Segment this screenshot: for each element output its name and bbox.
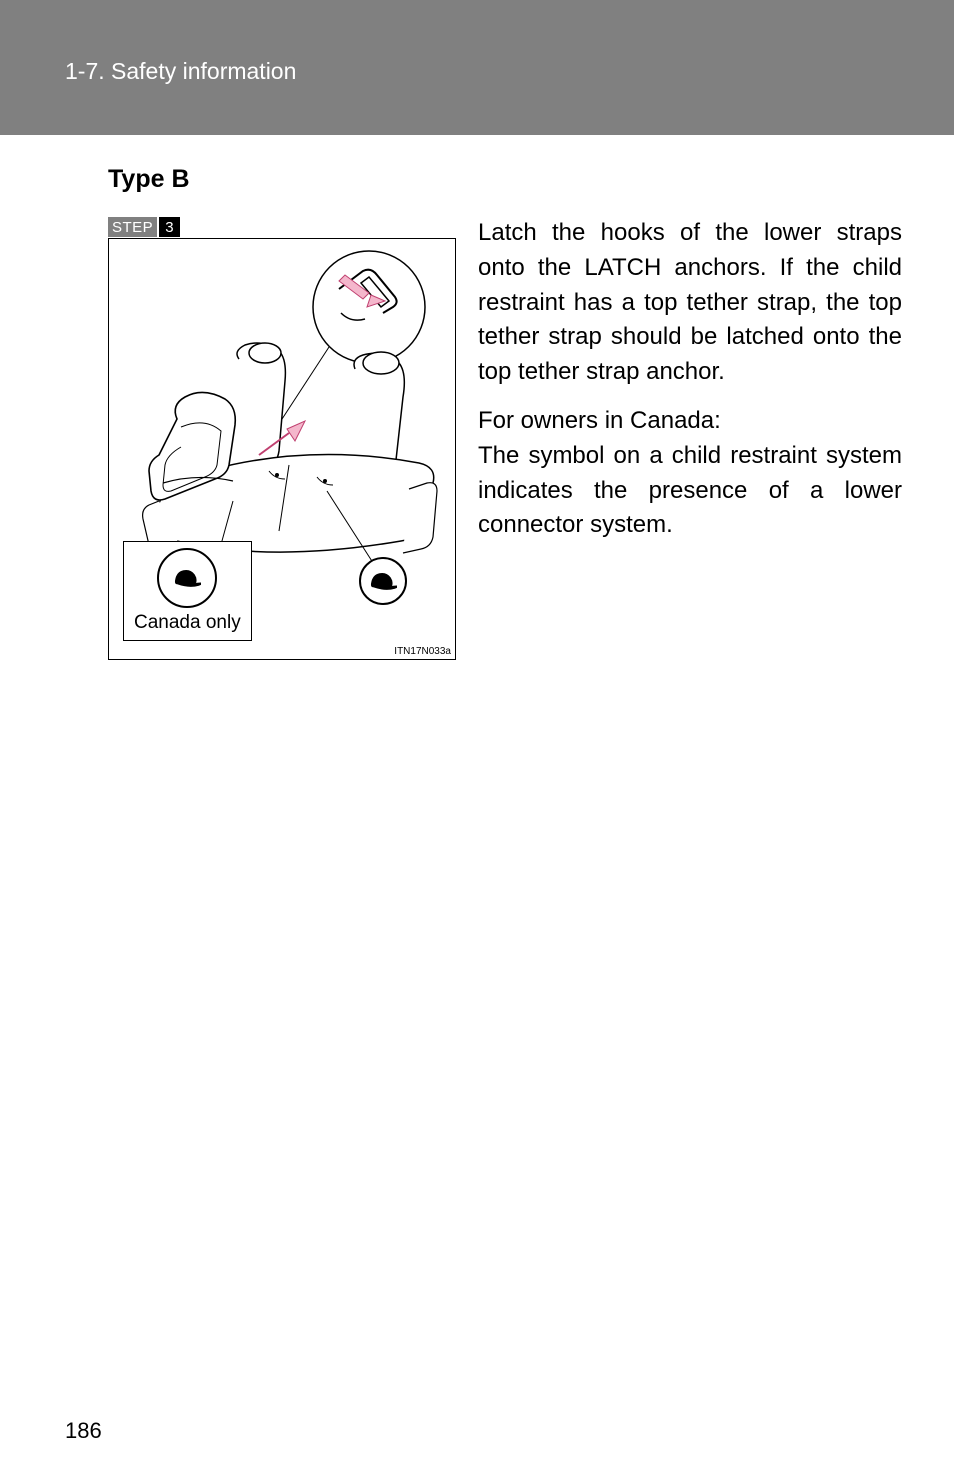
figure-box: Canada only ITN17N033a: [108, 238, 456, 660]
step-number: 3: [159, 217, 179, 237]
page-number: 186: [65, 1418, 102, 1444]
header-band: 1-7. Safety information: [0, 0, 954, 135]
paragraph-2: For owners in Canada: The symbol on a ch…: [478, 404, 902, 543]
para2-body: The symbol on a child restraint system i…: [478, 442, 902, 539]
section-header: 1-7. Safety information: [65, 58, 954, 85]
paragraph-1: Latch the hooks of the lower straps onto…: [478, 216, 902, 390]
step-label: STEP: [108, 217, 157, 237]
step-badge: STEP 3: [108, 216, 180, 238]
child-seat-symbol-icon-2: [359, 557, 407, 605]
step-left-column: STEP 3: [108, 216, 456, 660]
canada-only-box: Canada only: [123, 541, 252, 641]
content-area: Type B STEP 3: [0, 135, 954, 660]
body-text: Latch the hooks of the lower straps onto…: [478, 216, 902, 543]
child-seat-symbol-icon: [157, 548, 217, 608]
type-heading: Type B: [108, 165, 902, 194]
canada-only-label: Canada only: [134, 612, 241, 634]
para2-lead: For owners in Canada:: [478, 407, 721, 434]
step-row: STEP 3: [108, 216, 902, 660]
figure-code: ITN17N033a: [394, 646, 451, 657]
